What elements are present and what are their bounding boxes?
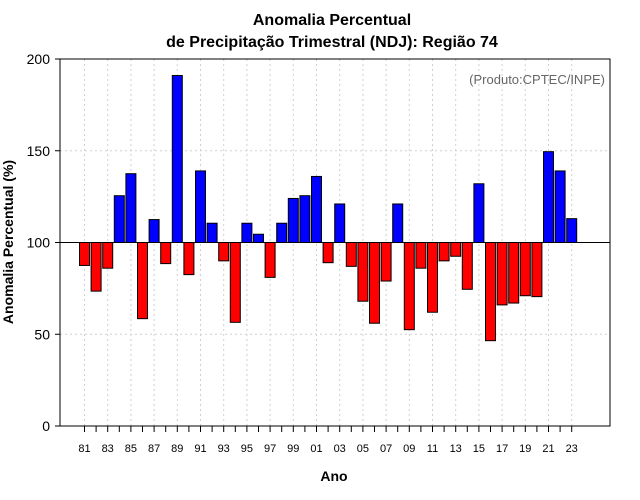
x-tick-label: 21: [542, 443, 554, 455]
bar-1993: [218, 242, 230, 262]
x-tick-label: 83: [102, 443, 114, 455]
x-axis-ticks: 81 83 85 87 89 91 93 95 97 99 01 03 05 07 09 11 13 15 17 19…: [78, 426, 578, 455]
x-tick-label: 87: [148, 443, 160, 455]
bar-2022: [554, 170, 566, 243]
bar-1996: [253, 233, 264, 243]
bar-1995: [241, 222, 253, 243]
grid-lines: [60, 59, 610, 426]
bar-2015: [473, 183, 485, 243]
x-tick-label: 19: [519, 443, 531, 455]
bar-2011: [427, 242, 438, 313]
x-tick-label: 95: [241, 443, 253, 455]
bar-2017: [496, 242, 508, 306]
x-tick-label: 13: [450, 443, 462, 455]
bar-2007: [380, 242, 392, 282]
y-axis-label: Anomalia Percentual (%): [0, 160, 16, 324]
chart-title-line1: Anomalia Percentual: [253, 12, 411, 29]
bar-1983: [102, 242, 114, 269]
bar-2019: [519, 242, 531, 297]
bar-2004: [345, 242, 357, 267]
y-tick-label: 200: [27, 51, 51, 67]
bar-2020: [531, 242, 543, 298]
bar-2010: [415, 242, 427, 269]
bar-2005: [357, 242, 369, 302]
bar-2021: [543, 151, 554, 243]
bar-2018: [508, 242, 520, 304]
bar-1990: [183, 242, 195, 276]
bar-1984: [113, 195, 125, 244]
bar-1998: [276, 222, 288, 243]
x-tick-label: 81: [78, 443, 90, 455]
bar-2000: [299, 195, 311, 244]
x-tick-label: 03: [334, 443, 346, 455]
y-axis-ticks: 0 50 100 150 200: [27, 51, 60, 434]
x-tick-label: 17: [496, 443, 508, 455]
bar-1986: [137, 242, 148, 320]
x-tick-label: 09: [403, 443, 415, 455]
y-tick-label: 0: [42, 418, 50, 434]
x-tick-label: 07: [380, 443, 392, 455]
y-tick-label: 100: [27, 235, 51, 251]
bar-1982: [90, 242, 102, 292]
bar-2001: [311, 175, 322, 243]
bar-2012: [438, 242, 450, 262]
product-annotation: (Produto:CPTEC/INPE): [469, 72, 605, 87]
bar-1991: [195, 170, 206, 243]
bar-1997: [264, 242, 276, 278]
x-tick-label: 93: [218, 443, 230, 455]
bar-2002: [322, 242, 334, 264]
bar-2009: [403, 242, 415, 331]
y-tick-label: 150: [27, 143, 51, 159]
bar-2003: [334, 203, 346, 243]
bar-1999: [287, 197, 299, 244]
chart-title-line2: de Precipitação Trimestral (NDJ): Região…: [166, 34, 498, 51]
bar-1988: [160, 242, 172, 265]
bar-2014: [461, 242, 473, 290]
x-tick-label: 89: [171, 443, 183, 455]
bars: [79, 75, 578, 342]
x-tick-label: 05: [357, 443, 369, 455]
x-axis-label: Ano: [320, 468, 347, 484]
bar-1987: [148, 219, 160, 243]
bar-1985: [125, 173, 137, 243]
x-tick-label: 15: [473, 443, 485, 455]
bar-2023: [566, 218, 578, 244]
bar-2013: [450, 242, 462, 257]
bar-1994: [229, 242, 241, 323]
y-tick-label: 50: [34, 326, 50, 342]
bar-2016: [485, 242, 496, 342]
bar-1989: [171, 75, 183, 243]
bar-2006: [369, 242, 380, 324]
x-tick-label: 11: [427, 443, 438, 455]
x-tick-label: 01: [310, 443, 322, 455]
bar-1992: [206, 222, 218, 243]
x-tick-label: 97: [264, 443, 276, 455]
x-tick-label: 91: [194, 443, 206, 455]
bar-1981: [79, 242, 90, 266]
bar-2008: [392, 203, 404, 243]
x-tick-label: 85: [125, 443, 137, 455]
x-tick-label: 23: [566, 443, 578, 455]
x-tick-label: 99: [287, 443, 299, 455]
